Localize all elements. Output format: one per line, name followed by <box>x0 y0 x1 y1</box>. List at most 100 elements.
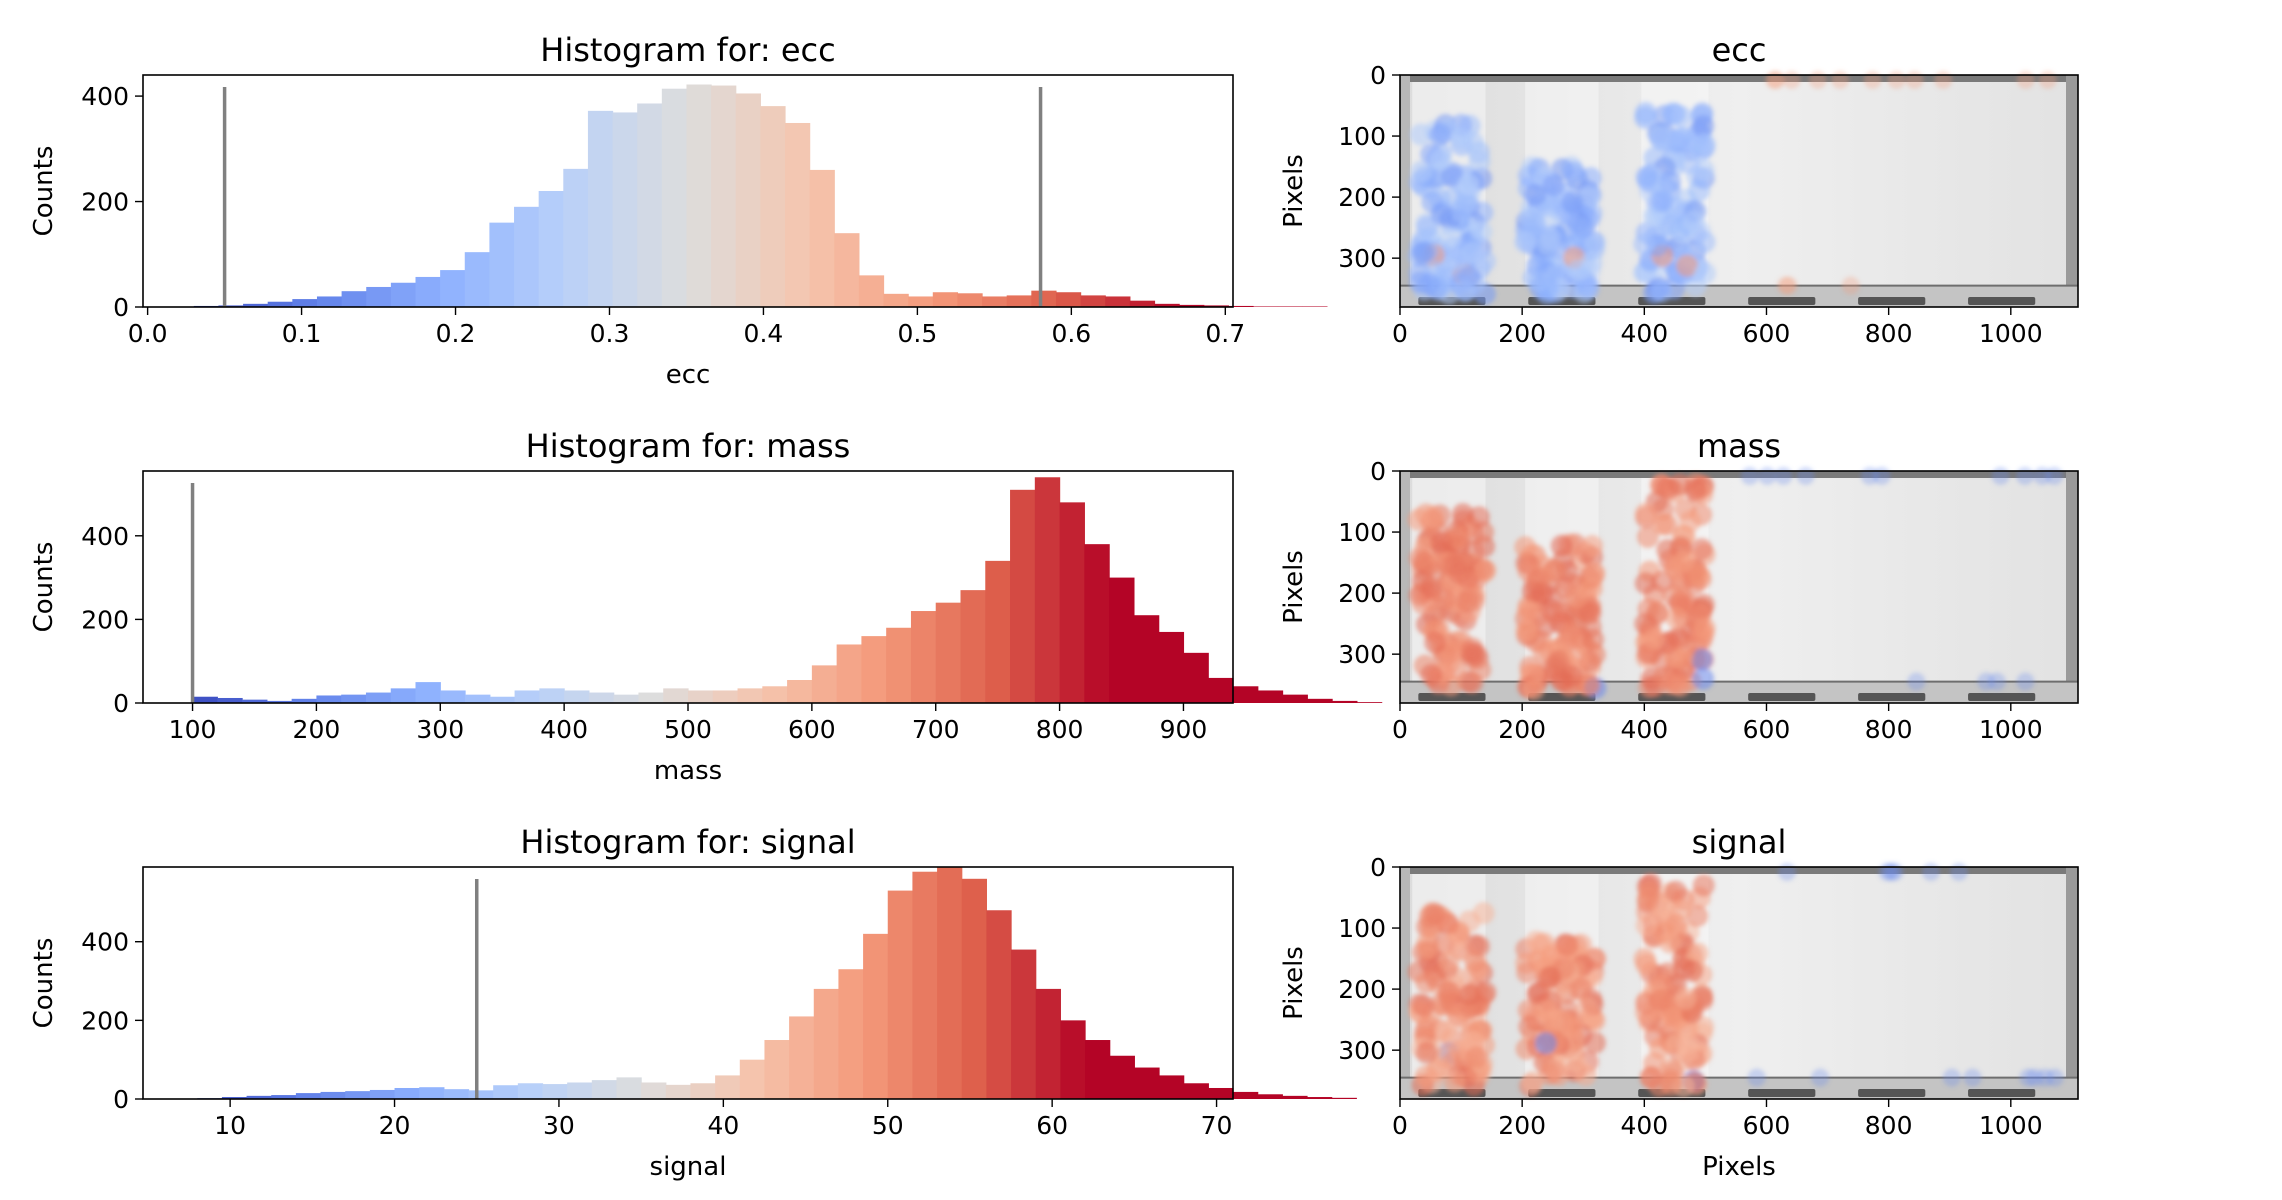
scatter-point <box>1457 173 1480 196</box>
histogram-bar <box>665 1084 692 1099</box>
scatter-point <box>1523 678 1546 701</box>
histogram-bar <box>809 169 835 307</box>
histogram-bar <box>539 688 565 703</box>
x-tick-label: 0.7 <box>1205 319 1245 348</box>
shelf-pad <box>1968 297 2036 305</box>
scatter-point <box>1693 133 1716 156</box>
histogram-bar <box>1031 290 1057 307</box>
scatter-point <box>1440 225 1463 248</box>
histogram-bar <box>932 292 959 307</box>
scatter-point <box>1778 862 1797 881</box>
histogram-bar <box>715 1075 741 1099</box>
scatter-point <box>1515 619 1538 642</box>
axes-frame <box>1399 866 2079 1100</box>
scatter-point <box>2025 1068 2044 1087</box>
scatter-point <box>2015 466 2034 485</box>
histogram-bar <box>1208 1087 1234 1099</box>
scatter-point <box>1671 648 1694 671</box>
scatter-point <box>1440 165 1463 188</box>
x-tick-label: 0.2 <box>436 319 476 348</box>
x-tick-label: 0 <box>1392 1111 1408 1140</box>
histogram-bar <box>567 1082 593 1099</box>
scatter-point <box>1688 179 1711 202</box>
histogram-bar <box>489 696 516 703</box>
x-tick-label: 30 <box>543 1111 575 1140</box>
histogram-bar <box>957 293 983 307</box>
histogram-bar <box>1109 1055 1135 1099</box>
histogram-bar <box>489 222 515 307</box>
x-axis-label: ecc <box>666 360 711 390</box>
scatter-point <box>1887 70 1906 89</box>
chart-title: ecc <box>1712 31 1767 69</box>
scatter-point <box>1454 279 1477 302</box>
scatter-point <box>1437 950 1460 973</box>
chart-title: mass <box>1697 427 1781 465</box>
scatter-point <box>1648 990 1671 1013</box>
scatter-point <box>1433 588 1456 611</box>
scatter-point <box>2016 70 2035 89</box>
histogram-bar <box>912 871 938 1099</box>
histogram-bar <box>316 695 342 703</box>
y-tick-label: 0 <box>1370 853 1386 882</box>
histogram-bar <box>415 276 441 307</box>
scatter-point <box>1682 210 1705 233</box>
x-tick-label: 20 <box>379 1111 411 1140</box>
scatter-point <box>1684 477 1707 500</box>
scatter-point <box>1578 185 1601 208</box>
scatter-point <box>1653 129 1676 152</box>
scatter-point <box>1693 262 1716 285</box>
scatter-point <box>1543 602 1566 625</box>
shelf-pad <box>1748 297 1816 305</box>
histogram-bar <box>365 692 392 703</box>
x-tick-label: 600 <box>1743 1111 1791 1140</box>
chart-title: Histogram for: signal <box>520 823 855 861</box>
histogram-bar <box>1277 306 1303 307</box>
scatter-point <box>1429 148 1452 171</box>
histogram-bars <box>193 84 1747 308</box>
scatter-point <box>1841 276 1860 295</box>
shelf-pad <box>1858 297 1926 305</box>
histogram-bar <box>663 688 689 703</box>
x-tick-label: 0 <box>1392 319 1408 348</box>
scatter-point <box>1649 973 1672 996</box>
histogram-bar <box>908 296 934 307</box>
scatter-point <box>2045 466 2064 485</box>
x-tick-label: 0.6 <box>1051 319 1091 348</box>
histogram-bar <box>982 296 1008 307</box>
histogram-bar <box>985 560 1011 703</box>
scatter-point <box>2038 70 2057 89</box>
x-tick-label: 1000 <box>1979 319 2043 348</box>
histogram-bar <box>217 697 243 703</box>
histogram-bar <box>295 1093 322 1099</box>
scatter-point <box>1428 123 1451 146</box>
scatter-point <box>1584 231 1607 254</box>
scatter-point <box>1665 607 1688 630</box>
histogram-bar <box>1011 949 1037 1099</box>
histogram-bar <box>1085 1040 1111 1099</box>
x-tick-label: 0.3 <box>590 319 630 348</box>
histogram-bar <box>1306 1097 1333 1099</box>
histogram-bar <box>613 694 640 703</box>
x-tick-label: 1000 <box>1979 1111 2043 1140</box>
histogram-bar <box>961 878 987 1099</box>
histogram-bar <box>514 690 540 703</box>
x-tick-label: 600 <box>1743 319 1791 348</box>
axes-frame <box>1399 74 2079 308</box>
scatter-point <box>1633 233 1656 256</box>
shelf-pad <box>1748 1089 1816 1097</box>
x-tick-label: 300 <box>416 715 464 744</box>
top-rim <box>1400 867 2078 874</box>
y-tick-label: 0 <box>113 1085 129 1114</box>
scatter-point <box>1686 942 1709 965</box>
scatter-point <box>1635 914 1658 937</box>
y-tick-label: 0 <box>113 293 129 322</box>
scatter-point <box>1577 277 1600 300</box>
scatter-point <box>1991 466 2010 485</box>
scatter-point <box>1416 1014 1439 1037</box>
histogram-bar <box>443 1089 470 1099</box>
histogram-bar <box>1307 698 1333 703</box>
scatter-point <box>1434 1020 1457 1043</box>
scatter-point <box>1538 1063 1561 1086</box>
histogram-bar <box>588 692 615 703</box>
